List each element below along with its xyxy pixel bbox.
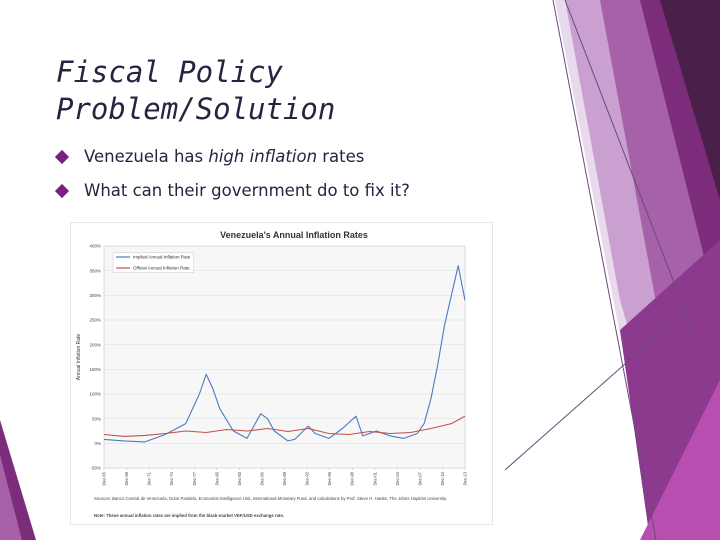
x-tick-label: Dec-92: [305, 471, 310, 485]
x-tick-label: Dec-13: [463, 471, 468, 485]
x-tick-label: Dec-07: [417, 471, 422, 485]
y-tick-label: 50%: [92, 416, 101, 421]
x-tick-label: Dec-65: [102, 471, 107, 485]
title-line-1: Fiscal Policy: [56, 55, 283, 89]
bullet-item-2: What can their government do to fix it?: [56, 174, 410, 208]
inflation-chart: Venezuela's Annual Inflation Rates 400% 3…: [70, 222, 493, 525]
x-tick-label: Dec-89: [282, 471, 287, 485]
x-tick-label: Dec-10: [440, 471, 445, 485]
bullet-1-text-after: rates: [317, 147, 364, 166]
x-tick-label: Dec-98: [350, 471, 355, 485]
x-tick-label: Dec-74: [169, 471, 174, 485]
diamond-bullet-icon: [55, 150, 69, 164]
x-tick-label: Dec-01: [372, 471, 377, 485]
x-tick-label: Dec-77: [192, 471, 197, 485]
diamond-bullet-icon: [55, 184, 69, 198]
x-tick-label: Dec-80: [214, 471, 219, 485]
legend-label: Implied Annual Inflation Rate: [133, 255, 191, 260]
x-tick-label: Dec-95: [327, 471, 332, 485]
y-tick-label: 300%: [89, 293, 101, 298]
y-tick-label: 150%: [89, 367, 101, 372]
chart-source-note: Sources: Banco Central de Venezuela, Dol…: [94, 496, 447, 501]
bullet-2-text: What can their government do to fix it?: [84, 181, 410, 200]
y-tick-label: 250%: [89, 318, 101, 323]
x-tick-label: Dec-86: [259, 471, 264, 485]
y-axis-label: Annual Inflation Rate: [76, 334, 82, 381]
chart-legend: Implied Annual Inflation Rate Official An…: [113, 253, 194, 273]
bullet-item-1: Venezuela has high inflation rates: [56, 140, 410, 174]
title-line-2: Problem/Solution: [56, 92, 335, 126]
bullet-1-text-before: Venezuela has: [84, 147, 208, 166]
y-tick-label: 0%: [94, 441, 101, 446]
chart-title: Venezuela's Annual Inflation Rates: [220, 230, 368, 240]
x-tick-label: Dec-04: [395, 471, 400, 485]
y-tick-label: 400%: [89, 244, 101, 249]
y-tick-label: 200%: [89, 342, 101, 347]
x-tick-label: Dec-71: [147, 471, 152, 485]
y-tick-label: -50%: [90, 466, 101, 471]
bullet-list: Venezuela has high inflation rates What …: [56, 140, 410, 208]
y-tick-label: 100%: [89, 392, 101, 397]
bullet-1-emphasis: high inflation: [208, 147, 317, 166]
slide-title: Fiscal Policy Problem/Solution: [56, 54, 335, 128]
legend-label: Official Annual Inflation Rate: [133, 266, 190, 271]
y-tick-label: 350%: [89, 268, 101, 273]
x-tick-label: Dec-68: [124, 471, 129, 485]
chart-note: Note: These annual inflation rates are i…: [94, 513, 284, 518]
x-tick-label: Dec-83: [237, 471, 242, 485]
